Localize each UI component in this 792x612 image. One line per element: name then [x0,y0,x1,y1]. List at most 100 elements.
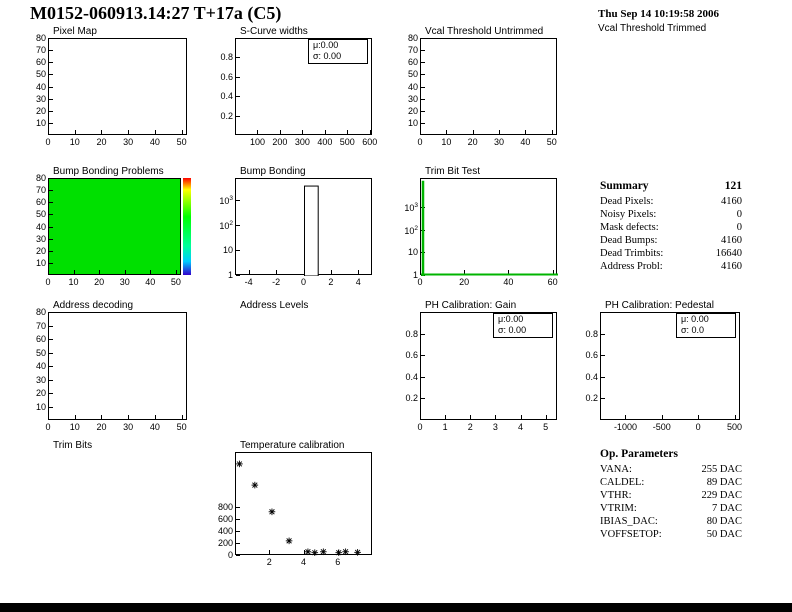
y-tick-mark [421,62,425,64]
x-tick-mark [257,130,259,134]
x-tick-label: 30 [123,422,134,432]
param-value: 4160 [721,235,742,246]
y-tick-mark [49,214,53,216]
y-tick-label: 0.6 [220,71,233,82]
x-tick-mark [101,415,103,419]
trim-bit-test-title: Trim Bit Test [425,166,481,177]
stat-line: μ: 0.00 [681,314,709,324]
param-value: 4160 [721,196,742,207]
param-value: 229 DAC [701,490,742,501]
summary-rows: Dead Pixels: 4160 Noisy Pixels: 0 Mask defec… [600,195,742,273]
y-tick-mark [421,110,425,112]
x-tick-label: 10 [441,137,452,147]
y-tick-label: 40 [407,81,418,92]
y-tick-label: 60 [35,197,46,208]
stat-line: σ: 0.0 [681,325,705,335]
param-value: 89 DAC [706,477,742,488]
y-tick-label: 10 [407,247,418,258]
y-tick-mark [49,226,53,228]
y-tick-label: 10 [222,245,233,256]
x-tick-mark [279,130,281,134]
ph-pedestal-title: PH Calibration: Pedestal [605,300,714,311]
bottom-bar [0,603,792,612]
param-value: 255 DAC [701,464,742,475]
x-tick-mark [499,130,501,134]
x-tick-label: 50 [176,137,187,147]
y-tick-label: 60 [407,57,418,68]
y-tick-mark [236,57,240,59]
bump-bonding-problems-title: Bump Bonding Problems [53,166,164,177]
y-tick-label: 40 [35,221,46,232]
trim-bit-test-drawing [421,180,558,276]
param-label: Noisy Pixels: [600,209,657,220]
param-row: Address Probl: 4160 [600,260,742,273]
x-tick-label: -4 [244,277,253,287]
x-tick-label: 400 [317,137,333,147]
y-tick-label: 30 [407,93,418,104]
y-tick-label: 1 [227,270,233,280]
x-tick-mark [661,415,663,419]
y-tick-label: 70 [35,45,46,56]
y-tick-mark [49,178,53,179]
y-tick-label: 0.2 [220,110,233,121]
x-tick-mark [551,130,553,134]
x-tick-label: 0 [417,137,423,147]
y-tick-label: 80 [407,33,418,43]
y-tick-label: 70 [35,185,46,196]
x-tick-label: 3 [492,422,498,432]
x-tick-label: 100 [249,137,265,147]
param-label: Dead Trimbits: [600,248,664,259]
y-tick-mark [236,200,240,202]
y-tick-mark [601,398,605,400]
bump-bonding-drawing [304,185,319,276]
y-tick-label: 30 [35,93,46,104]
y-tick-label: 60 [35,57,46,68]
y-tick-label: 50 [407,69,418,80]
x-tick-mark [464,270,466,274]
y-tick-label: 102 [404,224,418,236]
param-value: 16640 [715,248,742,259]
y-tick-label: 50 [35,69,46,80]
y-tick-label: 50 [35,209,46,220]
x-tick-mark [525,130,527,134]
bump-bonding-problems-frame [48,178,181,275]
x-tick-label: 60 [547,277,558,287]
param-row: Mask defects: 0 [600,221,742,234]
y-tick-label: 50 [35,347,46,358]
x-tick-mark [48,415,49,419]
x-tick-label: 0 [417,277,423,287]
x-tick-label: 40 [149,137,160,147]
x-tick-label: 40 [145,277,156,287]
x-tick-label: 50 [170,277,181,287]
y-tick-label: 30 [35,374,46,385]
param-value: 0 [736,209,742,220]
x-tick-mark [269,550,271,554]
y-tick-label: 0.6 [405,350,418,361]
x-tick-label: 40 [520,137,531,147]
y-tick-mark [236,530,240,532]
y-tick-mark [236,275,240,276]
y-tick-label: 800 [217,501,233,512]
stat-line: μ:0.00 [313,40,339,50]
param-row: VOFFSETOP: 50 DAC [600,528,742,541]
report-datetime: Thu Sep 14 10:19:58 2006 [598,8,720,20]
pixel-map-frame [48,38,187,135]
y-tick-mark [49,379,53,381]
x-tick-label: 10 [68,277,79,287]
x-tick-label: 0 [45,422,51,432]
y-tick-mark [49,110,53,112]
y-tick-label: 10 [35,401,46,412]
x-tick-mark [369,130,371,134]
x-tick-mark [48,270,49,274]
x-tick-mark [181,130,183,134]
address-decoding-frame [48,312,187,420]
x-tick-label: 40 [149,422,160,432]
y-tick-label: 80 [35,173,46,183]
y-tick-mark [421,74,425,76]
y-tick-label: 1 [412,270,418,280]
y-tick-mark [236,76,240,78]
y-tick-label: 30 [35,233,46,244]
op-parameter-rows: VANA: 255 DAC CALDEL: 89 DAC VTHR: 229 DAC VTR… [600,463,742,541]
